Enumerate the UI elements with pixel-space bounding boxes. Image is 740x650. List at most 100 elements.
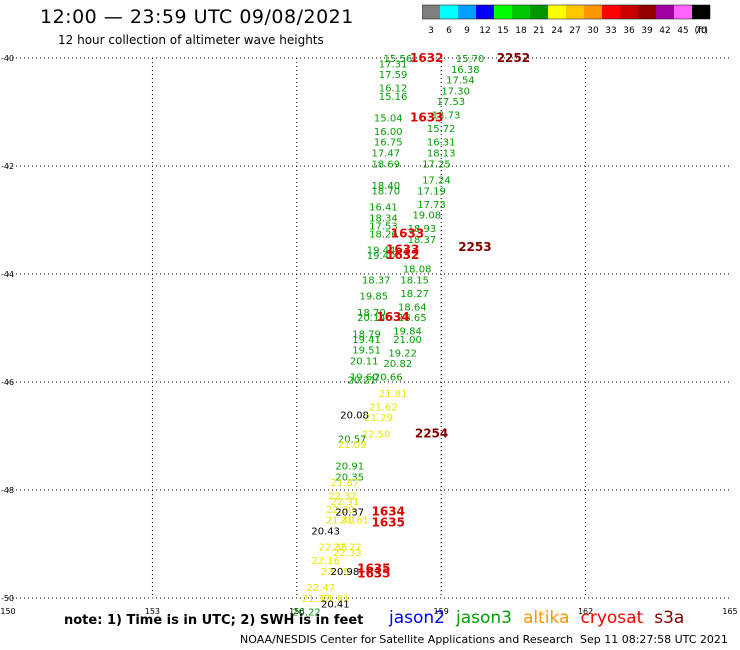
swh-value: 19.44 — [367, 246, 396, 257]
swh-value: 15.16 — [379, 92, 408, 103]
pass-time-label: 1634 — [372, 505, 405, 519]
swh-value: 20.66 — [374, 373, 403, 384]
legend-swatch — [458, 5, 476, 19]
satellite-cryosat: cryosat — [580, 608, 644, 628]
legend-swatch — [530, 5, 548, 19]
swh-value: 18.70 — [357, 308, 386, 319]
satellite-s3a: s3a — [654, 608, 685, 628]
legend-label: 36 — [623, 26, 635, 34]
swh-value: 22.50 — [362, 429, 391, 440]
legend-swatch — [674, 5, 692, 19]
pass-time-label: 1635 — [357, 567, 390, 581]
swh-value: 20.82 — [384, 359, 413, 370]
swh-value: 20.08 — [340, 410, 369, 421]
legend-swatch — [512, 5, 530, 19]
legend-swatch — [422, 5, 440, 19]
legend-swatch — [566, 5, 584, 19]
swh-value: 18.37 — [408, 235, 437, 246]
swh-value: 18.79 — [352, 329, 381, 340]
page-subtitle: 12 hour collection of altimeter wave hei… — [58, 33, 324, 47]
swh-value: 21.87 — [331, 478, 360, 489]
swh-value: 19.22 — [388, 348, 417, 359]
footer: NOAA/NESDIS Center for Satellite Applica… — [240, 633, 728, 646]
swh-value: 18.08 — [403, 265, 432, 276]
legend-swatch — [584, 5, 602, 19]
legend-label: 27 — [569, 26, 580, 34]
legend-swatch — [440, 5, 458, 19]
swh-value: 19.60 — [350, 373, 379, 384]
y-tick-label: -44 — [1, 270, 14, 279]
legend-swatch — [602, 5, 620, 19]
swh-value: 18.40 — [372, 181, 401, 192]
swh-value: 22.33 — [333, 548, 362, 559]
swh-value: 20.98 — [331, 567, 360, 578]
swh-value: 16.41 — [369, 203, 398, 214]
footer-timestamp: Sep 11 08:27:58 UTC 2021 — [580, 633, 728, 646]
x-tick-label: 159 — [434, 607, 449, 616]
swh-value: 20.57 — [338, 435, 367, 446]
swh-value: 19.84 — [393, 327, 422, 338]
swh-value: 19.85 — [359, 292, 388, 303]
swh-value: 17.24 — [422, 176, 451, 187]
satellite-altika: altika — [523, 608, 570, 628]
pass-time-label: 1633 — [386, 243, 419, 257]
swh-value: 20.37 — [335, 508, 364, 519]
swh-value: 19.41 — [352, 335, 381, 346]
swh-value: 18.26 — [369, 230, 398, 241]
swh-value: 18.13 — [427, 149, 456, 160]
swh-value: 21.40 — [326, 516, 355, 527]
legend-unit: (ft) — [694, 26, 708, 34]
pass-time-label: 1632 — [410, 51, 443, 65]
swh-value: 22.31 — [331, 497, 360, 508]
y-tick-label: -42 — [1, 162, 14, 171]
swh-value: 20.43 — [311, 527, 340, 538]
legend-label: 12 — [479, 26, 490, 34]
legend-swatch — [656, 5, 674, 19]
swh-value: 16.38 — [451, 65, 480, 76]
y-tick-label: -50 — [1, 594, 14, 603]
swh-value: 22.47 — [307, 583, 336, 594]
footer-credit: NOAA/NESDIS Center for Satellite Applica… — [240, 633, 574, 646]
swh-value: 21.00 — [393, 335, 422, 346]
swh-value: 17.59 — [379, 70, 408, 81]
legend-label: 3 — [428, 26, 434, 34]
swh-value: 18.64 — [398, 302, 427, 313]
swh-value: 17.53 — [369, 221, 398, 232]
y-tick-label: -46 — [1, 378, 14, 387]
swh-value: 17.54 — [446, 76, 475, 87]
legend-label: 30 — [587, 26, 599, 34]
swh-value: 18.93 — [408, 224, 437, 235]
x-tick-label: 150 — [0, 607, 15, 616]
x-tick-label: 156 — [289, 607, 304, 616]
legend-label: 15 — [497, 26, 508, 34]
y-tick-label: -48 — [1, 486, 14, 495]
swh-value: 22.32 — [328, 491, 357, 502]
swh-value: 16.12 — [379, 84, 408, 95]
swh-value: 20.14 — [357, 313, 386, 324]
pass-time-label: 2252 — [497, 51, 530, 65]
swh-value: 18.15 — [400, 275, 429, 286]
swh-value: 21.29 — [364, 413, 393, 424]
legend-label: 45 — [677, 26, 688, 34]
swh-value: 23.05 — [321, 567, 350, 578]
pass-time-label: 1635 — [372, 515, 405, 529]
swh-value: 15.56 — [384, 54, 413, 65]
color-legend: 3 6 9 12 15 18 21 24 27 30 33 36 39 42 45 70(ft) — [422, 4, 711, 34]
swh-value: 20.41 — [321, 599, 350, 610]
swh-value: 18.70 — [372, 186, 401, 197]
satellite-legend: jason2 jason3 altika cryosat s3a — [389, 608, 695, 628]
note-text: note: 1) Time is in UTC; 2) SWH is in fe… — [64, 613, 364, 628]
pass-time-label: 1633 — [410, 110, 443, 124]
swh-value: 18.27 — [400, 289, 429, 300]
swh-value: 20.11 — [350, 356, 379, 367]
legend-swatch — [638, 5, 656, 19]
swh-value: 17.53 — [437, 97, 466, 108]
pass-time-label: 2254 — [415, 426, 448, 440]
axis-ticks: 150 153 156 159 162 165 -40 -42 -44 -46 -48 -50 — [0, 54, 737, 616]
legend-label: 6 — [446, 26, 452, 34]
swh-value: 17.30 — [441, 86, 470, 97]
pass-time-label: 1635 — [357, 561, 390, 575]
swh-value: 17.31 — [379, 59, 408, 70]
